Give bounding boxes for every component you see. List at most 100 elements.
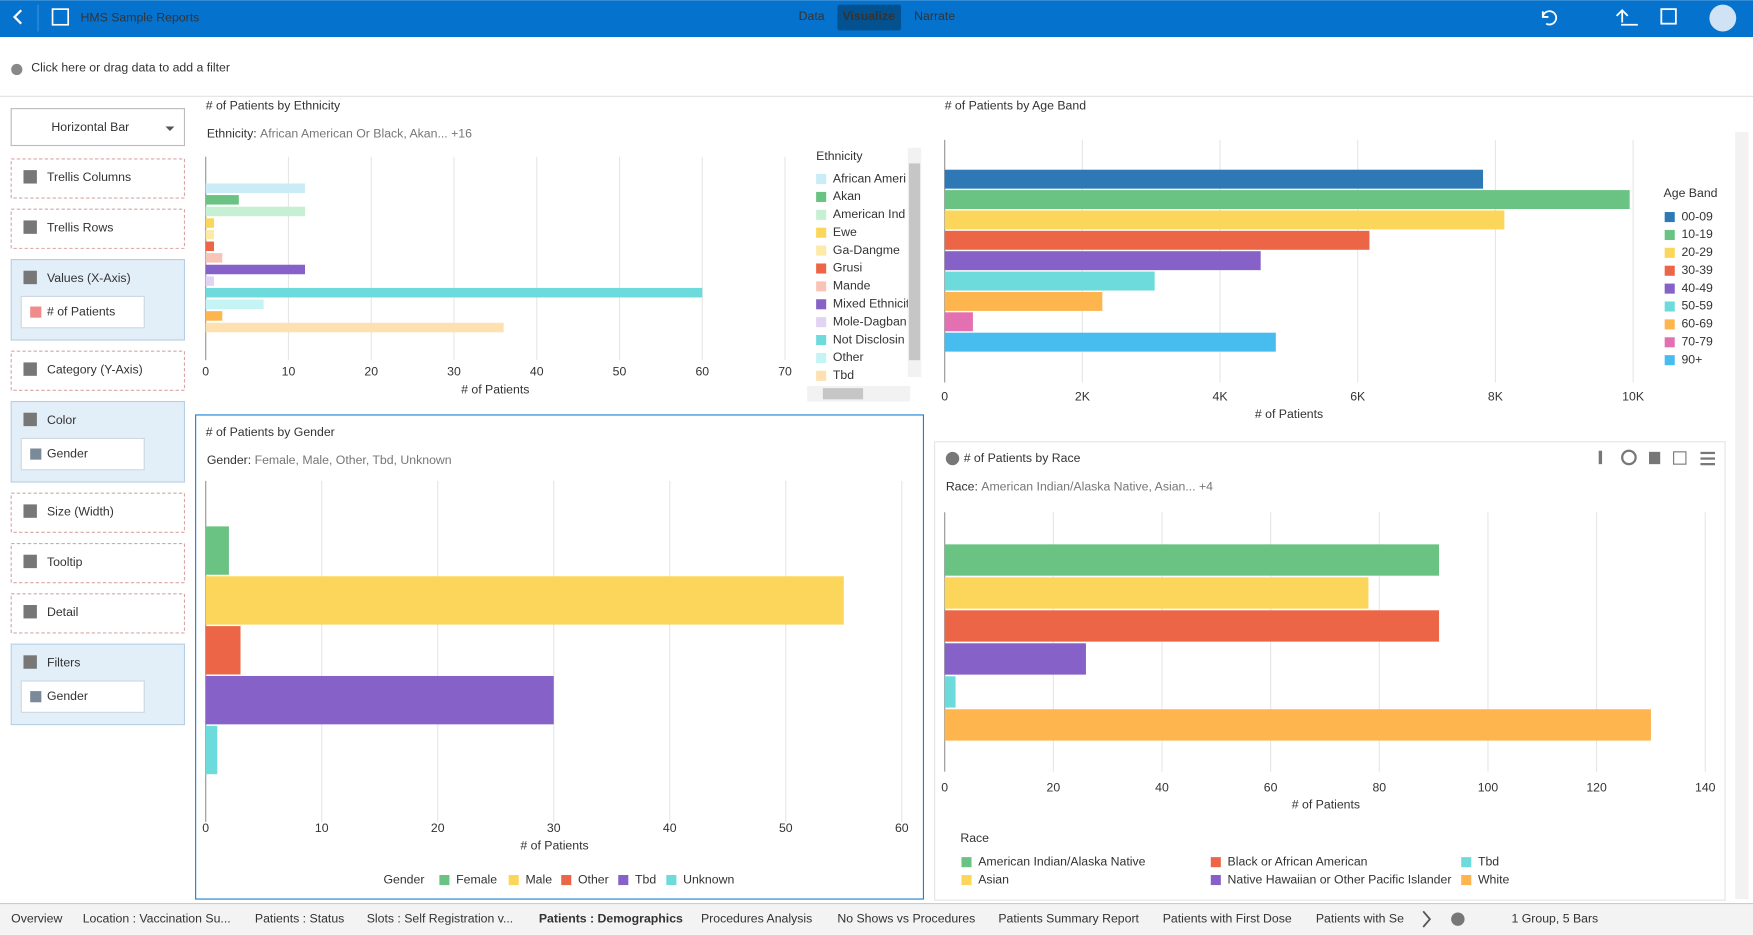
legend-label[interactable]: Mande [833, 279, 871, 293]
bar[interactable] [205, 229, 214, 240]
legend-label[interactable]: Native Hawaiian or Other Pacific Islande… [1228, 872, 1452, 886]
next-arrow[interactable] [1422, 910, 1432, 928]
bar[interactable] [205, 253, 223, 263]
drop-zone[interactable] [10, 542, 186, 584]
legend-label[interactable]: 50-59 [1681, 299, 1713, 313]
legend-label[interactable]: African Ameri [833, 171, 906, 185]
drop-zone[interactable] [10, 492, 186, 533]
legend-label[interactable]: Ga-Dangme [833, 243, 900, 257]
x-axis-title: # of Patients [1292, 797, 1360, 811]
legend-label[interactable]: 90+ [1681, 352, 1702, 366]
bar[interactable] [205, 311, 223, 321]
pill[interactable] [20, 295, 145, 329]
legend-label[interactable]: 30-39 [1681, 263, 1713, 277]
legend-label[interactable]: Female [456, 872, 497, 886]
pill[interactable] [20, 437, 145, 471]
add-canvas[interactable] [1451, 912, 1465, 926]
legend-label[interactable]: Mixed Ethnicit [833, 297, 910, 311]
scroll-thumb[interactable] [822, 388, 864, 400]
bar[interactable] [205, 183, 306, 193]
drop-zone[interactable] [10, 350, 186, 391]
bar[interactable] [944, 709, 1651, 741]
bar[interactable] [944, 190, 1630, 210]
chart-type-select[interactable] [10, 108, 186, 147]
bar[interactable] [944, 169, 1484, 189]
canvas-tab[interactable]: Patients with First Dose [1163, 911, 1292, 925]
user-avatar[interactable] [1709, 4, 1737, 32]
bar[interactable] [205, 287, 703, 298]
legend-label[interactable]: Mole-Dagban [833, 314, 907, 328]
legend-label[interactable]: 10-19 [1681, 227, 1713, 241]
bar[interactable] [205, 725, 218, 775]
legend-label[interactable]: Not Disclosin [833, 332, 905, 346]
legend-label[interactable]: Male [525, 872, 552, 886]
bar[interactable] [205, 276, 214, 286]
page-scrollbar[interactable] [1735, 132, 1749, 900]
bar[interactable] [944, 544, 1440, 576]
bar[interactable] [944, 210, 1505, 230]
bar[interactable] [205, 241, 214, 252]
legend-label[interactable]: Tbd [1478, 854, 1499, 868]
bar[interactable] [205, 675, 554, 725]
nav-tab[interactable]: Data [799, 9, 825, 23]
canvas-tab[interactable]: Patients : Demographics [539, 911, 683, 925]
legend-label[interactable]: Other [833, 350, 864, 364]
legend-label[interactable]: Akan [833, 189, 861, 203]
viz-toolbar[interactable] [1598, 449, 1715, 466]
legend-label[interactable]: 60-69 [1681, 317, 1713, 331]
filter-prompt[interactable]: Click here or drag data to add a filter [31, 61, 230, 75]
bar[interactable] [944, 610, 1440, 642]
bar[interactable] [205, 218, 214, 228]
legend-label[interactable]: Other [578, 872, 609, 886]
drop-zone[interactable] [10, 158, 186, 199]
legend-label[interactable]: 00-09 [1681, 209, 1713, 223]
nav-tab[interactable]: Visualize [843, 9, 896, 23]
canvas-tab[interactable]: Procedures Analysis [701, 911, 812, 925]
legend-label[interactable]: 40-49 [1681, 281, 1713, 295]
canvas-tab[interactable]: Patients : Status [255, 911, 344, 925]
legend-label[interactable]: Unknown [683, 872, 734, 886]
nav-tab[interactable]: Narrate [914, 9, 955, 23]
bar[interactable] [205, 576, 844, 625]
pill[interactable] [20, 680, 145, 713]
drop-zone[interactable] [10, 593, 186, 634]
legend-label[interactable]: American Indian/Alaska Native [978, 854, 1145, 868]
legend-label[interactable]: Tbd [635, 872, 656, 886]
bar[interactable] [944, 291, 1103, 311]
legend-label[interactable]: Grusi [833, 261, 862, 275]
toolbar-icons[interactable] [1541, 8, 1677, 26]
bar[interactable] [944, 676, 956, 708]
bar[interactable] [944, 271, 1155, 291]
add-filter-icon[interactable] [11, 63, 23, 76]
canvas-tab[interactable]: Location : Vaccination Su... [83, 911, 231, 925]
legend-label[interactable]: American Ind [833, 207, 906, 221]
bar[interactable] [944, 332, 1276, 352]
scroll-thumb[interactable] [908, 163, 921, 361]
bar[interactable] [205, 206, 306, 217]
legend-label[interactable]: 70-79 [1681, 335, 1713, 349]
legend-label[interactable]: 20-29 [1681, 245, 1713, 259]
legend-label[interactable]: Tbd [833, 368, 854, 382]
bar[interactable] [944, 577, 1369, 609]
bar[interactable] [205, 322, 504, 333]
bar[interactable] [205, 195, 239, 205]
drop-zone[interactable] [10, 208, 186, 249]
canvas-tab[interactable]: Patients Summary Report [998, 911, 1139, 925]
bar[interactable] [205, 264, 306, 275]
bar[interactable] [205, 626, 241, 675]
bar[interactable] [205, 526, 229, 575]
legend-label[interactable]: Black or African American [1228, 854, 1368, 868]
bar[interactable] [944, 312, 973, 332]
canvas-tab[interactable]: Overview [11, 911, 62, 925]
bar[interactable] [944, 230, 1370, 250]
legend-label[interactable]: White [1478, 872, 1510, 886]
back-button[interactable] [12, 9, 23, 25]
bar[interactable] [944, 251, 1261, 271]
canvas-tab[interactable]: Patients with Se [1316, 911, 1404, 925]
bar[interactable] [944, 643, 1086, 675]
legend-label[interactable]: Ewe [833, 225, 857, 239]
canvas-tab[interactable]: Slots : Self Registration v... [367, 911, 514, 925]
bar[interactable] [205, 299, 264, 310]
canvas-tab[interactable]: No Shows vs Procedures [837, 911, 975, 925]
legend-label[interactable]: Asian [978, 872, 1009, 886]
